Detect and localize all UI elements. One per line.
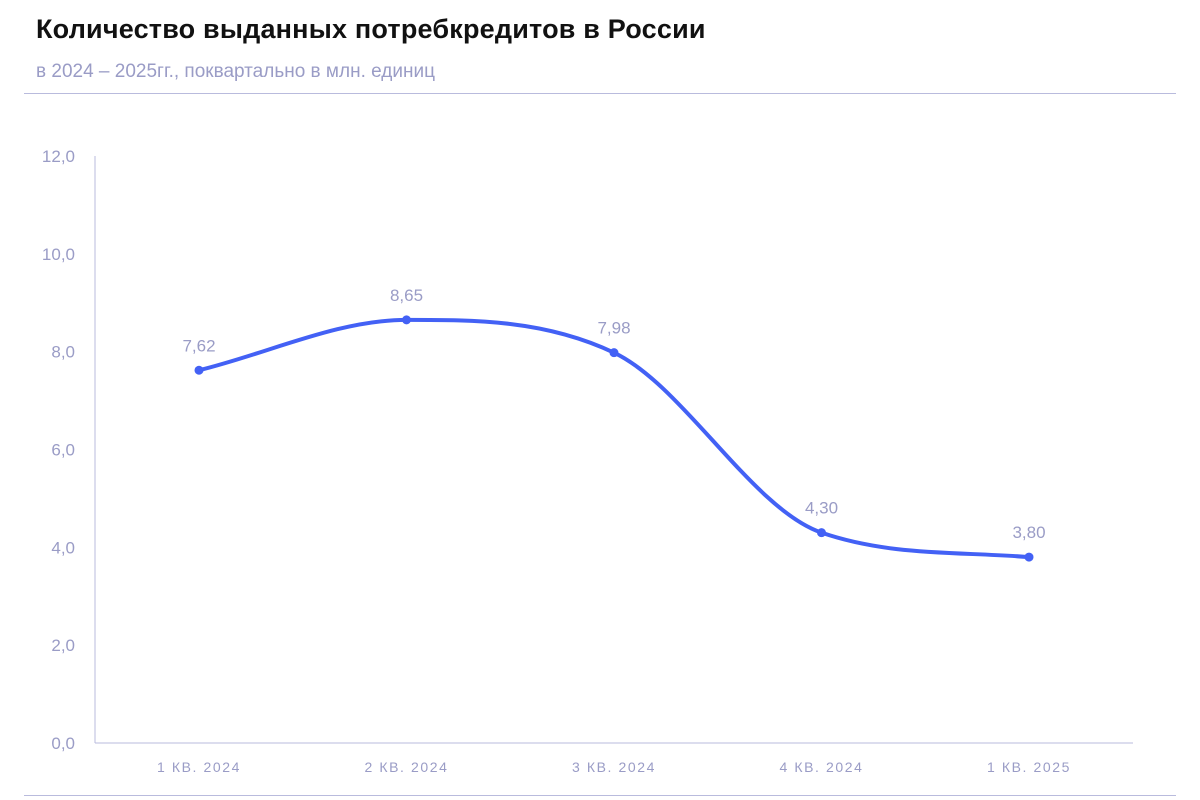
y-tick-label: 4,0 (51, 538, 75, 557)
data-point (609, 348, 619, 358)
header-divider (24, 93, 1176, 94)
y-tick-label: 8,0 (51, 343, 75, 362)
data-label: 7,62 (182, 336, 215, 355)
chart-title: Количество выданных потребкредитов в Рос… (36, 14, 706, 44)
y-tick-label: 6,0 (51, 441, 75, 460)
x-tick-label: 2 КВ. 2024 (364, 759, 448, 775)
y-axis-ticks: 0,0 2,0 4,0 6,0 8,0 10,0 12,0 (42, 147, 75, 753)
data-labels: 7,62 8,65 7,98 4,30 3,80 (182, 286, 1045, 542)
x-tick-label: 1 КВ. 2025 (987, 759, 1071, 775)
x-axis-ticks: 1 КВ. 2024 2 КВ. 2024 3 КВ. 2024 4 КВ. 2024… (157, 759, 1071, 775)
data-points (194, 315, 1034, 562)
data-label: 4,30 (805, 499, 838, 518)
data-label: 8,65 (390, 286, 423, 305)
data-point (1024, 552, 1034, 562)
series-line (197, 317, 1031, 560)
x-tick-label: 3 КВ. 2024 (572, 759, 656, 775)
data-point (194, 365, 204, 375)
x-tick-label: 1 КВ. 2024 (157, 759, 241, 775)
data-label: 3,80 (1012, 523, 1045, 542)
y-tick-label: 2,0 (51, 636, 75, 655)
data-point (817, 528, 826, 538)
footer-divider (24, 795, 1176, 796)
y-tick-label: 0,0 (51, 734, 75, 753)
x-tick-label: 4 КВ. 2024 (779, 759, 863, 775)
y-tick-label: 10,0 (42, 245, 75, 264)
y-tick-label: 12,0 (42, 147, 75, 166)
data-point (402, 315, 411, 325)
chart-subtitle: в 2024 – 2025гг., поквартально в млн. ед… (36, 61, 435, 82)
data-label: 7,98 (597, 319, 630, 338)
